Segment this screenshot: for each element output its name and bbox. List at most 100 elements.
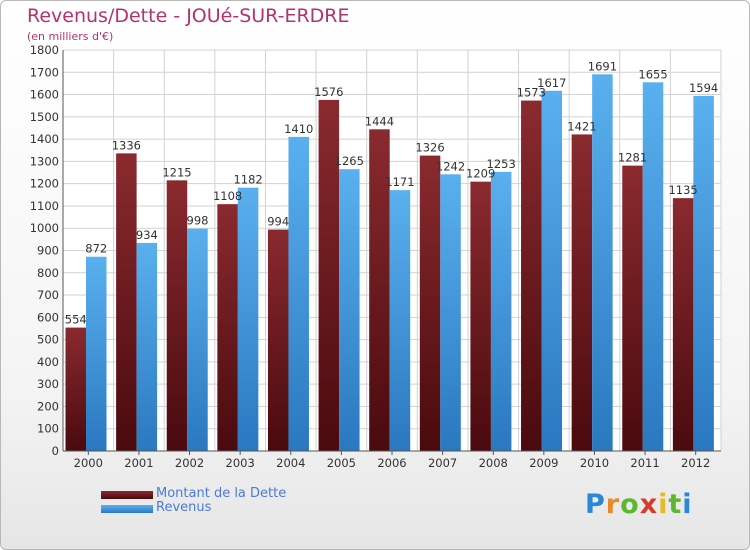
legend-swatch-revenue <box>101 505 153 513</box>
y-tick-label: 500 <box>37 333 59 347</box>
data-label: 872 <box>85 242 107 256</box>
y-tick-label: 200 <box>37 399 59 413</box>
x-tick-label: 2007 <box>428 456 457 470</box>
x-tick-label: 2003 <box>226 456 255 470</box>
data-label: 1410 <box>284 122 313 136</box>
legend-label-revenue: Revenus <box>156 500 212 515</box>
y-tick-label: 100 <box>37 422 59 436</box>
logo-letter: o <box>620 489 640 520</box>
revenue-bar <box>642 82 664 451</box>
debt-bar <box>571 134 593 451</box>
debt-bar <box>521 100 542 451</box>
debt-bar <box>622 165 643 451</box>
debt-bar <box>116 153 137 451</box>
x-tick-label: 2010 <box>580 456 609 470</box>
debt-bar <box>470 181 491 451</box>
y-tick-label: 600 <box>37 310 59 324</box>
x-tick-label: 2000 <box>74 456 103 470</box>
data-label: 1617 <box>537 76 566 90</box>
data-label: 1691 <box>588 59 617 73</box>
debt-bar <box>672 198 694 451</box>
debt-bar <box>267 229 289 451</box>
data-label: 1182 <box>233 173 262 187</box>
revenue-bar <box>339 169 360 452</box>
debt-bar <box>419 155 441 451</box>
logo-letter: x <box>639 489 659 520</box>
data-label: 1171 <box>385 175 414 189</box>
data-label: 1135 <box>668 183 697 197</box>
revenue-bar <box>288 136 309 451</box>
debt-bar <box>65 327 86 451</box>
data-label: 1576 <box>314 85 343 99</box>
legend-label-debt: Montant de la Dette <box>156 486 287 501</box>
y-tick-label: 1400 <box>30 132 59 146</box>
debt-bar <box>166 180 188 451</box>
revenue-bar <box>693 95 714 452</box>
y-tick-label: 400 <box>37 355 59 369</box>
revenue-bar <box>136 242 158 451</box>
data-label: 1573 <box>517 86 546 100</box>
revenue-bar <box>389 190 411 451</box>
chart-subtitle: (en milliers d'€) <box>27 30 114 43</box>
y-tick-label: 1200 <box>30 177 59 191</box>
y-tick-label: 900 <box>37 244 59 258</box>
revenue-bar <box>592 74 613 451</box>
logo-letter: i <box>658 489 669 520</box>
chart-title: Revenus/Dette - JOUé-SUR-ERDRE <box>27 5 350 27</box>
data-label: 1215 <box>162 165 191 179</box>
data-label: 1253 <box>487 157 516 171</box>
debt-bar <box>217 204 238 451</box>
y-tick-label: 1300 <box>30 154 59 168</box>
data-label: 1281 <box>618 151 647 165</box>
y-tick-label: 1600 <box>30 88 59 102</box>
x-tick-label: 2012 <box>681 456 710 470</box>
x-tick-label: 2006 <box>377 456 406 470</box>
y-tick-label: 700 <box>37 288 59 302</box>
logo-letter: r <box>605 489 621 520</box>
revenue-bar <box>541 90 563 451</box>
data-label: 554 <box>65 313 87 327</box>
revenue-bar <box>86 256 107 451</box>
y-tick-label: 800 <box>37 266 59 280</box>
data-label: 1108 <box>213 189 242 203</box>
logo-letter: i <box>682 489 693 520</box>
y-tick-label: 300 <box>37 377 59 391</box>
y-tick-label: 0 <box>52 444 59 458</box>
y-tick-label: 1800 <box>30 43 59 57</box>
revenue-bar <box>187 228 208 451</box>
x-tick-label: 2001 <box>124 456 153 470</box>
y-tick-label: 1100 <box>30 199 59 213</box>
x-tick-label: 2009 <box>529 456 558 470</box>
legend-swatch-debt <box>101 491 153 499</box>
logo-letter: P <box>585 489 606 520</box>
debt-bar <box>318 99 340 451</box>
data-label: 1336 <box>112 138 141 152</box>
data-label: 934 <box>136 228 158 242</box>
x-tick-label: 2011 <box>630 456 659 470</box>
x-tick-label: 2005 <box>327 456 356 470</box>
x-tick-label: 2008 <box>479 456 508 470</box>
data-label: 1594 <box>689 81 718 95</box>
revenue-bar <box>237 187 259 451</box>
y-tick-label: 1500 <box>30 110 59 124</box>
data-label: 994 <box>267 215 289 229</box>
debt-bar <box>369 129 390 451</box>
data-label: 1444 <box>365 114 394 128</box>
x-tick-label: 2004 <box>276 456 305 470</box>
data-label: 1242 <box>436 159 465 173</box>
y-tick-label: 1000 <box>30 221 59 235</box>
logo-letter: t <box>668 489 683 520</box>
data-label: 1655 <box>638 67 667 81</box>
data-label: 1209 <box>466 167 495 181</box>
x-tick-label: 2002 <box>175 456 204 470</box>
data-label: 1265 <box>335 154 364 168</box>
revenue-bar <box>490 171 512 452</box>
y-tick-label: 1700 <box>30 65 59 79</box>
proxiti-logo: Proxiti <box>585 489 693 520</box>
data-label: 1421 <box>567 119 596 133</box>
data-label: 998 <box>187 214 209 228</box>
revenue-bar <box>440 174 461 451</box>
data-label: 1326 <box>415 141 444 155</box>
